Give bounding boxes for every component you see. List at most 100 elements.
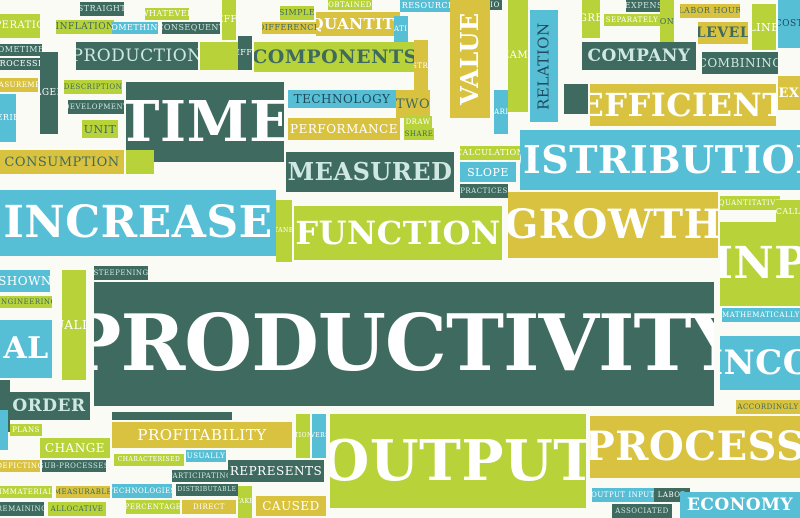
word-productivity: PRODUCTIVITY <box>94 282 714 406</box>
word-blue-vertical-left <box>0 410 8 450</box>
word-series: SERIES <box>0 94 16 142</box>
word-description: DESCRIPTION <box>64 80 122 94</box>
word-characterised: CHARACTERISED <box>114 454 184 466</box>
word-calculation: CALCULATION <box>460 146 520 160</box>
word-whatever: WHATEVER <box>145 8 189 20</box>
word-obtained: OBTAINED <box>328 0 372 10</box>
word-yellow-small-bottom: DIRECT <box>182 500 236 514</box>
word-illustrates: ILLUSTRATES <box>414 40 428 92</box>
word-mathematically: MATHEMATICALLY <box>722 308 800 322</box>
word-engineering: ENGINEERING <box>0 296 52 308</box>
word-technology: TECHNOLOGY <box>288 90 396 108</box>
word-distribution: DISTRIBUTION <box>520 130 800 190</box>
word-participating: PARTICIPATING <box>172 470 228 482</box>
word-quantity: QUANTITY <box>316 12 400 36</box>
word-change: CHANGE <box>40 438 110 458</box>
word-represents: REPRESENTS <box>228 460 324 482</box>
word-development: DEVELOPMENT <box>68 100 124 114</box>
word-profitability-tail <box>112 412 232 420</box>
word-unit: UNIT <box>82 120 118 138</box>
word-steepening: STEEPENING <box>94 266 148 280</box>
word-technologies: TECHNOLOGIES <box>112 484 172 498</box>
word-clarity: CLARITY <box>494 90 508 134</box>
word-growth: GROWTH <box>508 192 718 258</box>
word-simple: SIMPLE <box>280 6 314 20</box>
word-caused: CAUSED <box>256 496 326 516</box>
word-value: VALUE <box>450 0 490 118</box>
word-something: SOMETHING <box>112 22 158 34</box>
word-slope: SLOPE <box>460 162 516 182</box>
word-input-partial: INP <box>720 222 800 306</box>
word-associated: ASSOCIATED <box>612 504 672 518</box>
word-difference: DIFFERENCE <box>262 22 316 34</box>
word-labor-hour: LABOR HOUR <box>680 4 740 18</box>
word-two: TWO <box>396 90 430 118</box>
word-consumption: CONSUMPTION <box>0 150 124 174</box>
word-sub-processes: SUB-PROCESSES <box>42 460 106 472</box>
word-straight: STRAIGHT <box>80 2 124 16</box>
word-draw: DRAW <box>404 116 432 128</box>
word-processes: PROCESSES <box>0 58 44 70</box>
word-performance: PERFORMANCE <box>288 118 400 140</box>
word-production: PRODUCTION <box>76 42 198 70</box>
word-depicting: DEPICTING <box>0 460 40 472</box>
word-distribution-small: RESOURCES <box>400 0 462 12</box>
word-ex: EX <box>778 76 800 110</box>
word-components: COMPONENTS <box>254 42 416 72</box>
word-measured: MEASURED <box>286 152 454 192</box>
word-time: TIME <box>126 82 284 162</box>
word-share: SHARE <box>404 128 434 140</box>
word-level: LEVEL <box>698 22 748 44</box>
word-efficient: EFFICIENT <box>590 84 776 126</box>
word-quality: QUALITY <box>62 270 86 380</box>
word-streamline: STREAMLINE <box>508 0 528 112</box>
word-al: AL <box>0 320 52 378</box>
word-efficient-dot <box>564 84 588 114</box>
word-immaterial: IMMATERIAL <box>0 486 52 498</box>
word-green-bar-left <box>0 380 10 432</box>
word-management: MANAGEMENT <box>40 52 58 134</box>
word-usually: USUALLY <box>186 450 226 462</box>
word-order: ORDER <box>8 392 90 420</box>
word-process: PROCESS <box>590 416 800 478</box>
word-take: TAKE <box>238 486 252 518</box>
word-separately: SEPARATELY <box>604 14 660 26</box>
word-simultaneously: SIMULTANEOUSLY <box>276 200 292 262</box>
word-allocative: ALLOCATIVE <box>48 502 106 516</box>
word-small-top-left: OPERATION <box>0 14 40 38</box>
word-consequent: CONSEQUENT <box>162 22 220 34</box>
word-shown: SHOWN <box>0 270 50 292</box>
word-yellow-block-left: MEASUREMENT <box>0 78 38 92</box>
word-practices: PRACTICES <box>460 184 508 198</box>
word-combining: COMBINING <box>702 52 778 74</box>
word-output-input: OUTPUT INPUT <box>592 488 654 502</box>
word-gre: GRE <box>582 0 600 38</box>
word-income-partial: INCO <box>720 336 800 390</box>
word-quantitative: QUANTITATIVE <box>720 196 780 210</box>
word-increase: INCREASE <box>0 190 276 256</box>
word-blue-bar-mid: CONVERSION <box>312 414 326 458</box>
word-profitability: PROFITABILITY <box>112 422 292 448</box>
word-inflation: INFLATION <box>56 20 114 34</box>
word-expense: EXPENSE <box>626 0 668 12</box>
word-blue-topright: COST <box>778 0 800 48</box>
word-call: CALL <box>776 200 800 224</box>
word-function: FUNCTION <box>294 206 502 260</box>
word-sometimes: SOMETIMES <box>0 44 42 56</box>
word-efficiency-vertical: EFFI <box>222 0 236 40</box>
word-remaining: REMAINING <box>0 502 44 516</box>
word-measurable: MEASURABLE <box>56 486 110 498</box>
word-output: OUTPUT <box>330 414 586 508</box>
word-distributable: DISTRIBUTABLE <box>176 484 238 496</box>
word-small-bar-right <box>126 150 154 174</box>
word-accordingly: ACCORDINGLY <box>736 400 800 414</box>
word-economy: ECONOMY <box>680 492 800 518</box>
word-plans: PLANS <box>10 424 42 436</box>
word-national: NATIONAL <box>296 414 310 458</box>
word-conc: CONC <box>660 0 674 44</box>
word-eff-vertical-small: EFFI <box>238 36 252 70</box>
word-relation: RELATION <box>530 10 558 122</box>
